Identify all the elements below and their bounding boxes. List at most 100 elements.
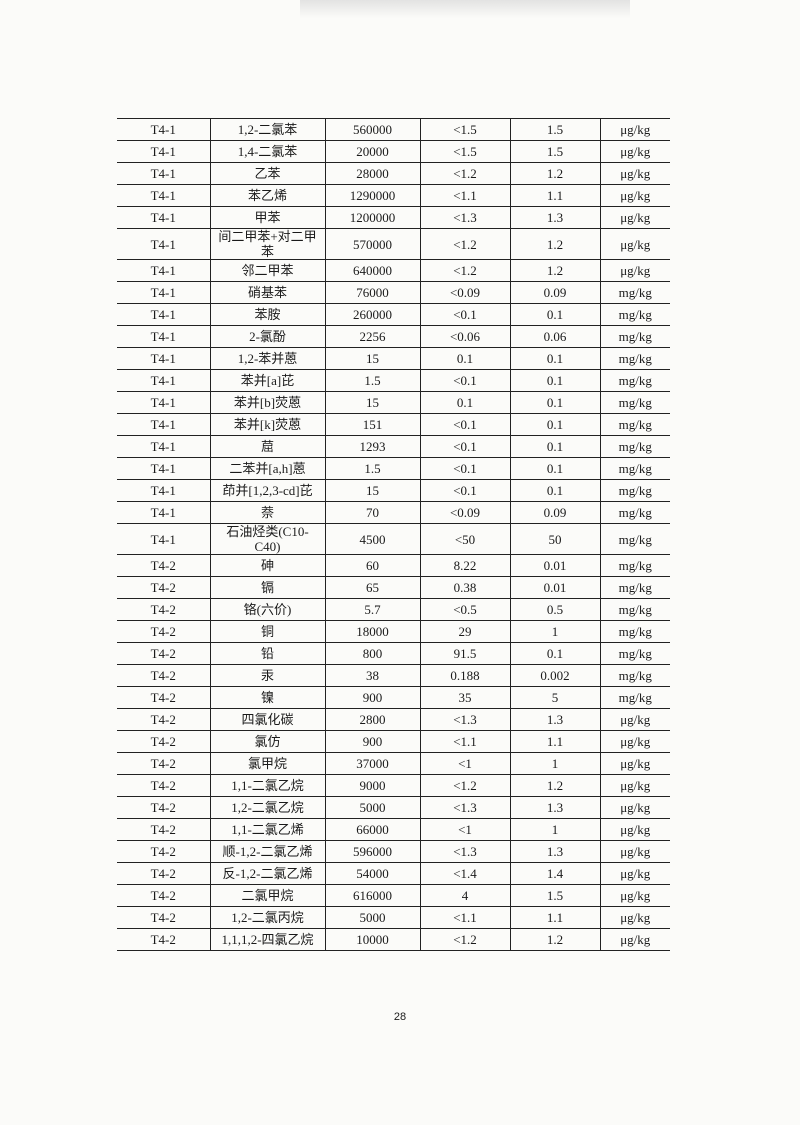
measured-value-cell: <1.2 [419,774,510,797]
screening-value-cell: 66000 [324,818,420,841]
table-row: T4-2 铬(六价) 5.7 <0.5 0.5 mg/kg [117,598,670,621]
detection-limit-cell: 1.2 [509,928,600,951]
sample-id-cell: T4-1 [117,281,210,304]
measured-value-cell: <1.3 [419,708,510,731]
sample-id-cell: T4-2 [117,730,210,753]
measured-value-cell: <1.2 [419,162,510,185]
unit-cell: μg/kg [599,884,670,907]
sample-id-cell: T4-2 [117,884,210,907]
unit-cell: mg/kg [599,457,670,480]
detection-limit-cell: 0.1 [509,457,600,480]
measured-value-cell: 29 [419,620,510,643]
analyte-cell: 邻二甲苯 [209,259,325,282]
table-row: T4-1 1,2-苯并蒽 15 0.1 0.1 mg/kg [117,347,670,370]
unit-cell: mg/kg [599,664,670,687]
table-row: T4-2 顺-1,2-二氯乙烯 596000 <1.3 1.3 μg/kg [117,840,670,863]
screening-value-cell: 1293 [324,435,420,458]
screening-value-cell: 54000 [324,862,420,885]
analyte-cell: 苯乙烯 [209,184,325,207]
screening-value-cell: 76000 [324,281,420,304]
analyte-cell: 铜 [209,620,325,643]
detection-limit-cell: 1.3 [509,708,600,731]
detection-limit-cell: 1.2 [509,228,600,260]
table-row: T4-1 硝基苯 76000 <0.09 0.09 mg/kg [117,281,670,304]
screening-value-cell: 640000 [324,259,420,282]
unit-cell: mg/kg [599,501,670,524]
unit-cell: μg/kg [599,928,670,951]
unit-cell: mg/kg [599,686,670,709]
screening-value-cell: 38 [324,664,420,687]
screening-value-cell: 10000 [324,928,420,951]
sample-id-cell: T4-2 [117,928,210,951]
analyte-cell: 硝基苯 [209,281,325,304]
screening-value-cell: 5000 [324,906,420,929]
detection-limit-cell: 0.01 [509,554,600,577]
sample-id-cell: T4-2 [117,796,210,819]
table-row: T4-2 镍 900 35 5 mg/kg [117,686,670,709]
unit-cell: mg/kg [599,347,670,370]
analyte-cell: 苯并[k]荧蒽 [209,413,325,436]
table-row: T4-1 2-氯酚 2256 <0.06 0.06 mg/kg [117,325,670,348]
analyte-cell: 石油烃类(C10-C40) [209,523,325,555]
analyte-cell: 四氯化碳 [209,708,325,731]
sample-id-cell: T4-2 [117,686,210,709]
analyte-cell: 苯并[a]芘 [209,369,325,392]
table-row: T4-1 茚并[1,2,3-cd]芘 15 <0.1 0.1 mg/kg [117,479,670,502]
measured-value-cell: <0.1 [419,369,510,392]
measured-value-cell: <0.5 [419,598,510,621]
screening-value-cell: 2800 [324,708,420,731]
unit-cell: mg/kg [599,620,670,643]
screening-value-cell: 1290000 [324,184,420,207]
table-row: T4-1 乙苯 28000 <1.2 1.2 μg/kg [117,162,670,185]
sample-id-cell: T4-1 [117,413,210,436]
detection-limit-cell: 0.01 [509,576,600,599]
sample-id-cell: T4-2 [117,642,210,665]
sample-id-cell: T4-1 [117,457,210,480]
unit-cell: μg/kg [599,708,670,731]
detection-limit-cell: 0.09 [509,281,600,304]
detection-limit-cell: 1 [509,818,600,841]
results-table-body: T4-1 1,2-二氯苯 560000 <1.5 1.5 μg/kg T4-1 1,4-二氯苯… [117,118,670,951]
table-row: T4-2 1,2-二氯乙烷 5000 <1.3 1.3 μg/kg [117,796,670,819]
unit-cell: mg/kg [599,598,670,621]
analyte-cell: 1,2-二氯丙烷 [209,906,325,929]
sample-id-cell: T4-1 [117,228,210,260]
detection-limit-cell: 1 [509,752,600,775]
unit-cell: μg/kg [599,259,670,282]
table-row: T4-2 1,2-二氯丙烷 5000 <1.1 1.1 μg/kg [117,906,670,929]
analyte-cell: 1,2-二氯乙烷 [209,796,325,819]
measured-value-cell: <1.3 [419,840,510,863]
sample-id-cell: T4-1 [117,435,210,458]
screening-value-cell: 2256 [324,325,420,348]
screening-value-cell: 18000 [324,620,420,643]
sample-id-cell: T4-1 [117,162,210,185]
analyte-cell: 苯并[b]荧蒽 [209,391,325,414]
sample-id-cell: T4-1 [117,347,210,370]
table-row: T4-2 铜 18000 29 1 mg/kg [117,620,670,643]
analyte-cell: 汞 [209,664,325,687]
screening-value-cell: 560000 [324,118,420,141]
measured-value-cell: <1.1 [419,184,510,207]
table-row: T4-2 1,1,1,2-四氯乙烷 10000 <1.2 1.2 μg/kg [117,928,670,951]
unit-cell: μg/kg [599,840,670,863]
page-number: 28 [393,1011,407,1023]
sample-id-cell: T4-2 [117,774,210,797]
sample-id-cell: T4-2 [117,598,210,621]
measured-value-cell: 0.1 [419,391,510,414]
measured-value-cell: <1.3 [419,796,510,819]
unit-cell: mg/kg [599,642,670,665]
table-row: T4-1 萘 70 <0.09 0.09 mg/kg [117,501,670,524]
scan-artifact [300,0,630,18]
table-row: T4-2 汞 38 0.188 0.002 mg/kg [117,664,670,687]
detection-limit-cell: 0.1 [509,435,600,458]
measured-value-cell: <50 [419,523,510,555]
sample-id-cell: T4-2 [117,708,210,731]
sample-id-cell: T4-2 [117,862,210,885]
screening-value-cell: 1.5 [324,457,420,480]
table-row: T4-1 苯并[b]荧蒽 15 0.1 0.1 mg/kg [117,391,670,414]
analyte-cell: 乙苯 [209,162,325,185]
screening-value-cell: 15 [324,347,420,370]
sample-id-cell: T4-2 [117,554,210,577]
measured-value-cell: <0.09 [419,281,510,304]
table-row: T4-2 1,1-二氯乙烯 66000 <1 1 μg/kg [117,818,670,841]
